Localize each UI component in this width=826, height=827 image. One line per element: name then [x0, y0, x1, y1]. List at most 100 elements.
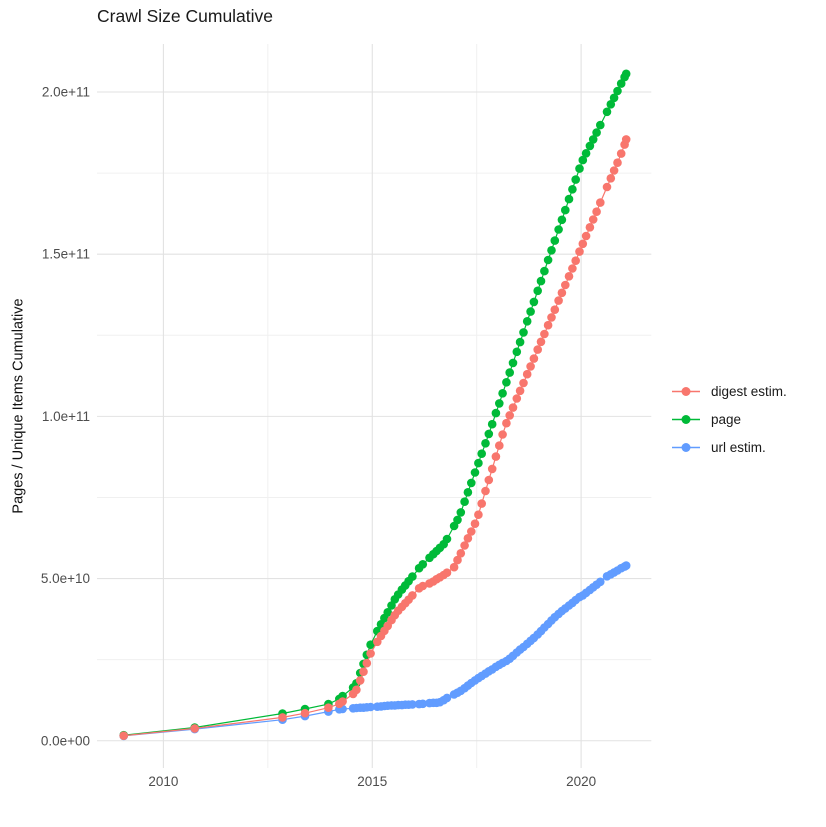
data-point-digest-estim	[366, 649, 375, 658]
data-point-page	[564, 194, 574, 204]
data-point-page	[592, 128, 601, 137]
data-point-page	[505, 368, 514, 377]
data-point-digest-estim	[519, 378, 528, 388]
chart-title: Crawl Size Cumulative	[97, 6, 274, 26]
data-point-page	[568, 185, 577, 194]
data-point-page	[522, 317, 532, 326]
data-point-digest-estim	[355, 676, 365, 685]
x-tick-label: 2015	[357, 774, 387, 789]
data-point-page	[487, 419, 497, 429]
data-point-page	[609, 93, 619, 103]
data-point-digest-estim	[495, 441, 504, 450]
legend-item-page: page	[671, 410, 787, 429]
data-point-digest-estim	[613, 158, 622, 167]
data-point-digest-estim	[564, 272, 574, 281]
data-point-digest-estim	[119, 731, 128, 740]
data-point-digest-estim	[418, 581, 428, 591]
data-point-page	[366, 640, 375, 649]
data-point-digest-estim	[533, 345, 542, 354]
legend: digest estim. page url estim.	[671, 382, 787, 457]
y-tick-label: 2.0e+11	[42, 85, 90, 100]
data-point-url-estim	[408, 700, 417, 709]
data-point-page	[453, 515, 462, 525]
data-point-digest-estim	[338, 697, 347, 706]
data-point-page	[547, 246, 556, 255]
data-point-digest-estim	[606, 174, 616, 183]
data-point-page	[491, 408, 501, 418]
data-point-digest-estim	[568, 264, 577, 273]
data-point-page	[383, 608, 393, 617]
data-point-digest-estim	[508, 403, 518, 412]
data-point-digest-estim	[359, 667, 368, 676]
data-point-page	[578, 155, 588, 165]
data-point-digest-estim	[621, 135, 631, 144]
data-point-digest-estim	[581, 231, 591, 241]
data-point-page	[495, 399, 504, 408]
data-point-digest-estim	[588, 215, 598, 224]
data-point-page	[470, 468, 480, 477]
data-point-digest-estim	[362, 658, 372, 668]
data-point-page	[519, 328, 528, 337]
y-tick-label: 1.0e+11	[42, 409, 90, 424]
data-point-url-estim	[442, 693, 452, 703]
legend-label: digest estim.	[711, 384, 787, 399]
data-point-digest-estim	[324, 703, 333, 712]
data-point-digest-estim	[456, 549, 466, 558]
data-point-page	[460, 497, 469, 507]
data-point-url-estim	[366, 702, 375, 712]
data-point-digest-estim	[467, 527, 476, 536]
data-point-digest-estim	[463, 534, 473, 543]
data-point-digest-estim	[522, 369, 532, 379]
data-point-page	[554, 225, 563, 234]
data-point-page	[540, 266, 549, 276]
data-point-page	[515, 337, 525, 347]
data-point-digest-estim	[547, 313, 556, 322]
data-point-page	[474, 458, 483, 468]
data-point-page	[456, 508, 466, 517]
data-point-page	[467, 478, 476, 488]
data-point-page	[484, 429, 494, 439]
data-point-digest-estim	[529, 354, 539, 363]
legend-item-url-estim: url estim.	[671, 438, 787, 457]
data-point-page	[533, 286, 542, 296]
data-point-url-estim	[621, 561, 631, 570]
data-point-digest-estim	[408, 591, 417, 600]
y-tick-label: 5.0e+10	[41, 571, 90, 586]
data-point-digest-estim	[585, 223, 595, 232]
y-tick-label: 0.0e+00	[41, 733, 90, 748]
data-point-page	[418, 560, 428, 569]
data-point-page	[561, 205, 570, 215]
data-point-page	[536, 276, 546, 286]
data-point-page	[526, 307, 535, 316]
data-point-digest-estim	[609, 166, 619, 175]
legend-label: url estim.	[711, 440, 766, 455]
data-point-page	[543, 255, 553, 265]
data-point-page	[408, 572, 417, 581]
data-point-digest-estim	[481, 486, 490, 496]
data-point-digest-estim	[515, 386, 525, 396]
series-line-url-estim	[123, 565, 627, 737]
data-point-digest-estim	[502, 418, 511, 428]
data-point-page	[596, 120, 605, 130]
legend-key-icon	[672, 415, 700, 424]
data-point-page	[529, 297, 539, 307]
data-point-digest-estim	[536, 337, 546, 347]
data-point-digest-estim	[491, 452, 501, 461]
legend-key-icon	[672, 387, 700, 396]
data-point-digest-estim	[540, 329, 549, 339]
data-point-digest-estim	[487, 464, 497, 474]
data-point-digest-estim	[578, 239, 588, 249]
data-point-digest-estim	[470, 519, 480, 528]
data-point-page	[477, 449, 487, 459]
data-point-digest-estim	[474, 510, 483, 519]
data-point-digest-estim	[561, 280, 570, 290]
data-point-digest-estim	[550, 305, 560, 315]
data-point-digest-estim	[484, 475, 494, 485]
data-point-digest-estim	[512, 394, 522, 403]
data-point-digest-estim	[596, 198, 605, 207]
data-point-digest-estim	[592, 207, 601, 216]
data-point-digest-estim	[190, 724, 199, 733]
y-tick-label: 1.5e+11	[42, 247, 90, 262]
data-point-digest-estim	[554, 296, 563, 305]
data-point-page	[585, 141, 595, 151]
